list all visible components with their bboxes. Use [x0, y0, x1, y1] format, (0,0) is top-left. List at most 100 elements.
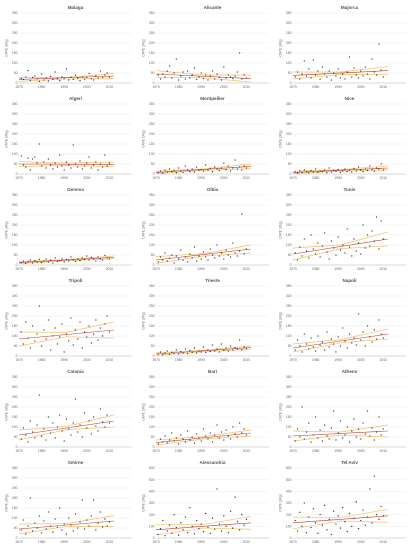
data-point — [175, 526, 177, 529]
x-tick-label: 2010 — [106, 358, 114, 362]
data-point — [52, 262, 54, 264]
y-axis-label: CAPE (J/kg) — [5, 403, 9, 421]
ci-lower-line — [18, 258, 114, 264]
data-point — [99, 327, 102, 329]
y-axis-label: CAPE (J/kg) — [142, 403, 146, 421]
data-point — [214, 257, 216, 259]
ci-upper-line — [155, 429, 251, 441]
chart-svg: 0 50 100 150 200 250 300 350 1970 1980 1990 2000 201… — [279, 96, 406, 180]
y-tick-label: 0 — [16, 81, 18, 85]
data-point — [63, 261, 65, 263]
data-point — [86, 519, 88, 521]
x-tick-label: 2000 — [220, 176, 228, 180]
data-point — [232, 426, 234, 428]
x-tick-label: 1970 — [289, 176, 297, 180]
data-point — [104, 254, 106, 257]
data-point — [317, 242, 319, 244]
data-point — [245, 518, 248, 520]
data-point — [369, 245, 371, 247]
y-tick-label: 200 — [149, 513, 155, 517]
data-point — [294, 171, 296, 173]
data-point — [346, 71, 348, 73]
data-point — [164, 535, 166, 537]
data-point — [184, 256, 187, 258]
y-axis-label: CAPE (J/kg) — [5, 312, 9, 330]
x-tick-label: 1980 — [175, 176, 183, 180]
data-point — [371, 427, 373, 429]
data-point — [108, 521, 111, 523]
data-point — [43, 428, 45, 430]
data-point — [77, 258, 79, 260]
data-point — [330, 427, 333, 429]
data-point — [241, 169, 243, 171]
data-point — [166, 350, 168, 352]
data-point — [294, 252, 296, 254]
data-point — [305, 75, 308, 77]
y-axis-label: CAPE (J/kg) — [279, 312, 283, 330]
chart-panel: 0 50 100 150 200 250 300 350 1970 1980 1990 2000 201… — [278, 185, 411, 274]
data-point — [330, 533, 333, 536]
data-point — [77, 527, 79, 529]
data-point — [348, 512, 351, 515]
data-point — [182, 259, 184, 261]
data-point — [296, 339, 299, 341]
y-tick-label: 350 — [12, 466, 18, 470]
data-point — [200, 168, 202, 171]
data-point — [101, 421, 104, 423]
data-point — [225, 168, 227, 171]
x-tick-label: 1990 — [197, 449, 205, 453]
data-point — [308, 516, 310, 518]
data-point — [180, 522, 182, 524]
y-axis-label: CAPE (J/kg) — [142, 312, 146, 330]
data-point — [357, 528, 360, 530]
data-point — [312, 248, 314, 250]
data-point — [198, 350, 200, 352]
data-point — [79, 160, 81, 162]
data-point — [68, 260, 70, 262]
y-tick-label: 50 — [14, 526, 18, 530]
data-point — [70, 434, 72, 436]
data-point — [88, 420, 90, 422]
data-point — [56, 166, 59, 168]
data-point — [180, 75, 182, 77]
data-point — [186, 430, 189, 432]
data-point — [373, 329, 376, 331]
x-tick-label: 1990 — [197, 358, 205, 362]
x-tick-label: 2000 — [83, 449, 91, 453]
y-tick-label: 200 — [286, 314, 292, 318]
data-point — [299, 246, 301, 248]
data-point — [159, 351, 162, 353]
data-point — [305, 431, 308, 433]
data-point — [321, 245, 324, 247]
y-tick-label: 50 — [288, 435, 292, 439]
x-tick-label: 1970 — [15, 85, 23, 89]
y-tick-label: 100 — [149, 425, 155, 429]
data-point — [88, 259, 90, 261]
data-point — [296, 259, 299, 261]
data-point — [88, 525, 90, 527]
data-point — [177, 258, 180, 260]
data-point — [238, 166, 241, 168]
data-point — [162, 172, 164, 174]
data-point — [209, 75, 211, 77]
data-point — [200, 258, 202, 260]
data-point — [362, 224, 364, 226]
data-point — [205, 512, 207, 515]
chart-title: Alessandria — [199, 460, 225, 465]
x-tick-label: 1970 — [15, 358, 23, 362]
data-point — [22, 427, 25, 429]
data-point — [348, 246, 351, 248]
y-axis-label: CAPE (J/kg) — [142, 130, 146, 148]
data-point — [59, 259, 61, 262]
data-point — [34, 156, 36, 158]
x-tick-label: 2000 — [83, 176, 91, 180]
data-point — [382, 169, 385, 171]
data-point — [90, 433, 92, 435]
data-point — [328, 70, 330, 72]
data-point — [43, 79, 45, 81]
data-point — [189, 507, 191, 509]
data-point — [74, 260, 77, 263]
data-point — [344, 340, 346, 342]
data-point — [47, 80, 50, 82]
data-point — [184, 165, 187, 167]
